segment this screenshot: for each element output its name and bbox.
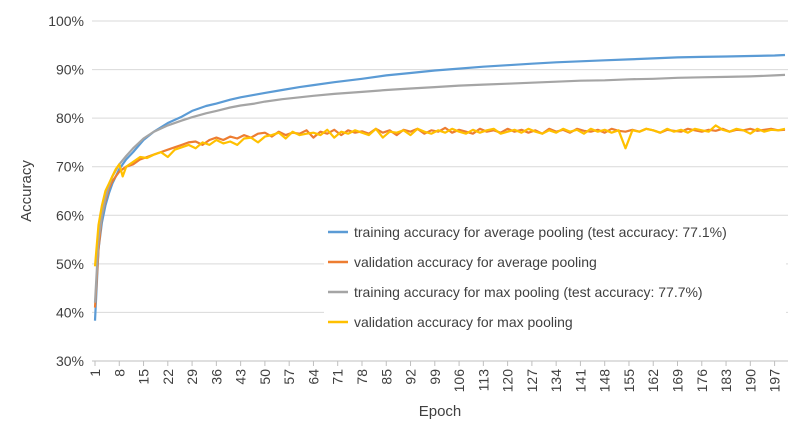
series-line-4 — [93, 124, 786, 267]
y-tick-label: 40% — [56, 304, 84, 320]
y-tick-label: 30% — [56, 353, 84, 369]
x-tick-label: 197 — [767, 369, 783, 393]
x-tick-label: 1 — [87, 369, 103, 377]
x-tick-label: 99 — [427, 369, 443, 385]
x-tick-label: 22 — [160, 369, 176, 385]
x-tick-label: 176 — [694, 369, 710, 393]
x-tick-label: 113 — [475, 369, 491, 392]
y-tick-label: 70% — [56, 159, 84, 175]
x-tick-label: 106 — [451, 369, 467, 393]
x-tick-label: 8 — [111, 369, 127, 377]
x-tick-label: 50 — [257, 369, 273, 385]
x-tick-label: 169 — [670, 369, 686, 393]
legend: training accuracy for average pooling (t… — [324, 221, 786, 333]
legend-entry-label: validation accuracy for average pooling — [354, 254, 597, 270]
legend-bg — [324, 281, 786, 303]
x-tick-label: 155 — [621, 369, 637, 393]
x-tick-label: 190 — [742, 369, 758, 393]
series-line-2 — [93, 126, 786, 308]
x-tick-label: 162 — [645, 369, 661, 393]
series-line-3 — [93, 73, 786, 303]
y-tick-label: 100% — [48, 13, 84, 29]
x-tick-label: 148 — [597, 369, 613, 393]
x-tick-label: 57 — [281, 369, 297, 385]
y-tick-label: 90% — [56, 62, 84, 78]
x-tick-label: 64 — [305, 369, 321, 385]
y-tick-label: 60% — [56, 207, 84, 223]
x-tick-label: 15 — [136, 369, 152, 385]
legend-bg — [324, 221, 786, 243]
legend-entry-label: training accuracy for average pooling (t… — [354, 224, 727, 240]
x-tick-label: 85 — [378, 369, 394, 385]
x-tick-label: 134 — [548, 369, 564, 393]
axes — [92, 360, 788, 366]
y-tick-label: 80% — [56, 110, 84, 126]
x-tick-label: 29 — [184, 369, 200, 385]
x-tick-label: 36 — [208, 369, 224, 385]
x-tick-label: 127 — [524, 369, 540, 393]
series-line-1 — [93, 53, 786, 321]
x-tick-label: 71 — [330, 369, 346, 385]
x-tick-label: 120 — [500, 369, 516, 393]
x-tick-label: 141 — [572, 369, 588, 393]
x-tick-label: 183 — [718, 369, 734, 393]
series-lines — [93, 53, 786, 321]
legend-entry-label: validation accuracy for max pooling — [354, 314, 573, 330]
x-tick-label: 78 — [354, 369, 370, 385]
x-tick-labels: 1 8 15 22 29 36 43 50 57 64 71 78 85 92 99 106 113 120 127… — [87, 369, 783, 393]
x-tick-label: 43 — [233, 369, 249, 385]
legend-bg — [324, 311, 786, 333]
y-tick-label: 50% — [56, 256, 84, 272]
y-tick-labels: 30% 40% 50% 60% 70% 80% 90% 100% — [48, 13, 84, 369]
legend-entry-label: training accuracy for max pooling (test … — [354, 284, 703, 300]
x-axis-title: Epoch — [419, 403, 462, 420]
x-tick-label: 92 — [403, 369, 419, 385]
legend-bg — [324, 251, 786, 273]
y-axis-title: Accuracy — [18, 160, 35, 222]
